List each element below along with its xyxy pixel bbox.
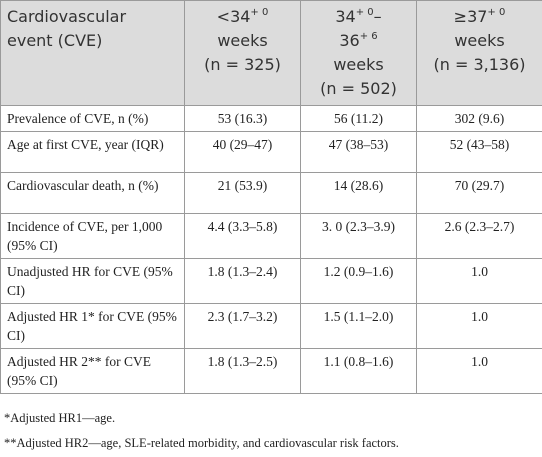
header-sup: + 0 bbox=[355, 7, 374, 18]
row-label: Adjusted HR 1* for CVE (95% CI) bbox=[0, 303, 185, 349]
header-line: (n = 502) bbox=[307, 77, 410, 101]
cell: 21 (53.9) bbox=[184, 172, 301, 214]
cell: 1.1 (0.8–1.6) bbox=[300, 348, 417, 394]
header-cell: ≥37+ 0 weeks (n = 3,136) bbox=[416, 0, 542, 106]
header-text: ≥37 bbox=[453, 7, 488, 26]
header-line: ≥37+ 0 bbox=[423, 5, 536, 29]
header-text: (n = 502) bbox=[320, 79, 397, 98]
header-text: <34 bbox=[216, 7, 251, 26]
cell: 1.0 bbox=[416, 348, 542, 394]
header-line: 34+ 0– bbox=[307, 5, 410, 29]
cell: 3. 0 (2.3–3.9) bbox=[300, 213, 417, 259]
cell: 1.5 (1.1–2.0) bbox=[300, 303, 417, 349]
cell: 70 (29.7) bbox=[416, 172, 542, 214]
data-table: Cardiovascular event (CVE) <34+ 0 weeks (n =… bbox=[0, 0, 542, 394]
header-text: – bbox=[373, 7, 382, 26]
header-text: (n = 325) bbox=[204, 55, 281, 74]
row-label: Prevalence of CVE, n (%) bbox=[0, 105, 185, 132]
table-row: Incidence of CVE, per 1,000 (95% CI) 4.4 … bbox=[0, 213, 542, 259]
table-row: Cardiovascular death, n (%) 21 (53.9) 14 (… bbox=[0, 172, 542, 214]
cell: 1.8 (1.3–2.5) bbox=[184, 348, 301, 394]
header-row: Cardiovascular event (CVE) <34+ 0 weeks (n =… bbox=[0, 0, 542, 106]
row-label: Age at first CVE, year (IQR) bbox=[0, 131, 185, 173]
header-text: weeks bbox=[454, 31, 505, 50]
header-text: weeks bbox=[217, 31, 268, 50]
header-line: weeks bbox=[191, 29, 294, 53]
row-label: Unadjusted HR for CVE (95% CI) bbox=[0, 258, 185, 304]
table-row: Prevalence of CVE, n (%) 53 (16.3) 56 (11.… bbox=[0, 105, 542, 132]
cell: 40 (29–47) bbox=[184, 131, 301, 173]
header-text: weeks bbox=[333, 55, 384, 74]
header-cell: <34+ 0 weeks (n = 325) bbox=[184, 0, 301, 106]
footnote: *Adjusted HR1—age. bbox=[4, 411, 116, 425]
row-label: Incidence of CVE, per 1,000 (95% CI) bbox=[0, 213, 185, 259]
cell: 1.2 (0.9–1.6) bbox=[300, 258, 417, 304]
header-text: 34 bbox=[335, 7, 356, 26]
header-text: event (CVE) bbox=[7, 31, 103, 50]
header-line: (n = 3,136) bbox=[423, 53, 536, 77]
cell: 1.8 (1.3–2.4) bbox=[184, 258, 301, 304]
table-row: Age at first CVE, year (IQR) 40 (29–47) 47… bbox=[0, 131, 542, 173]
cell: 1.0 bbox=[416, 258, 542, 304]
header-line: weeks bbox=[307, 53, 410, 77]
table-body: Prevalence of CVE, n (%) 53 (16.3) 56 (11.… bbox=[0, 105, 542, 394]
row-label: Adjusted HR 2** for CVE (95% CI) bbox=[0, 348, 185, 394]
header-line: Cardiovascular bbox=[7, 5, 178, 29]
header-cell: 34+ 0– 36+ 6 weeks (n = 502) bbox=[300, 0, 417, 106]
header-line: <34+ 0 bbox=[191, 5, 294, 29]
header-line: (n = 325) bbox=[191, 53, 294, 77]
cell: 56 (11.2) bbox=[300, 105, 417, 132]
footnotes: *Adjusted HR1—age. **Adjusted HR2—age, SL… bbox=[0, 394, 542, 456]
cell: 2.3 (1.7–3.2) bbox=[184, 303, 301, 349]
header-text: 36 bbox=[339, 31, 360, 50]
cell: 47 (38–53) bbox=[300, 131, 417, 173]
cell: 53 (16.3) bbox=[184, 105, 301, 132]
table-row: Adjusted HR 2** for CVE (95% CI) 1.8 (1.3… bbox=[0, 348, 542, 394]
header-cell: Cardiovascular event (CVE) bbox=[0, 0, 185, 106]
header-sup: + 0 bbox=[250, 7, 269, 18]
cell: 2.6 (2.3–2.7) bbox=[416, 213, 542, 259]
header-line: 36+ 6 bbox=[307, 29, 410, 53]
header-line: event (CVE) bbox=[7, 29, 178, 53]
cell: 14 (28.6) bbox=[300, 172, 417, 214]
header-sup: + 6 bbox=[359, 31, 378, 42]
table-row: Unadjusted HR for CVE (95% CI) 1.8 (1.3–2… bbox=[0, 258, 542, 304]
cell: 52 (43–58) bbox=[416, 131, 542, 173]
header-text: (n = 3,136) bbox=[433, 55, 526, 74]
header-text: Cardiovascular bbox=[7, 7, 127, 26]
cell: 1.0 bbox=[416, 303, 542, 349]
footnote: **Adjusted HR2—age, SLE-related morbidit… bbox=[4, 436, 399, 450]
row-label: Cardiovascular death, n (%) bbox=[0, 172, 185, 214]
cell: 4.4 (3.3–5.8) bbox=[184, 213, 301, 259]
header-line: weeks bbox=[423, 29, 536, 53]
header-sup: + 0 bbox=[487, 7, 506, 18]
cell: 302 (9.6) bbox=[416, 105, 542, 132]
table-row: Adjusted HR 1* for CVE (95% CI) 2.3 (1.7–… bbox=[0, 303, 542, 349]
